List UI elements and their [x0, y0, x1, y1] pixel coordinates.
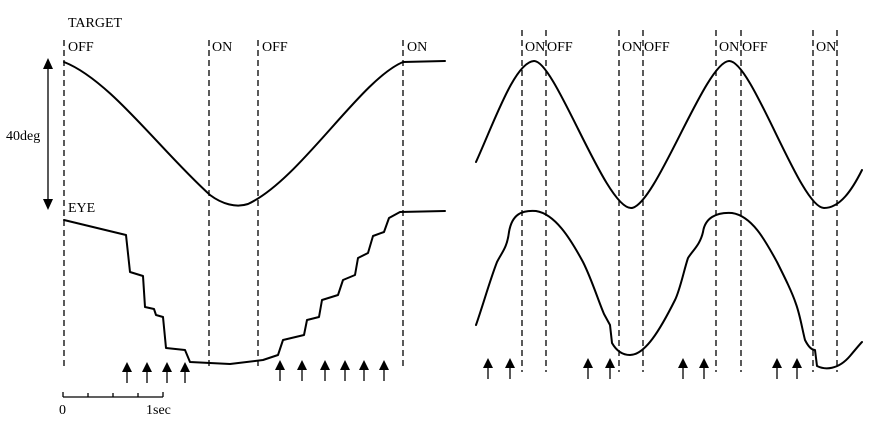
scale-zero-label: 0 — [59, 403, 66, 418]
amplitude-arrow — [43, 58, 53, 210]
right-phase-label-4: OFF — [644, 40, 670, 55]
time-scale-bar — [62, 392, 164, 398]
up-arrow-icon — [505, 358, 515, 379]
up-arrow-icon — [772, 358, 782, 379]
scale-end-label: 1sec — [146, 403, 171, 418]
right-eye-trace — [475, 209, 863, 370]
right-phase-label-2: OFF — [547, 40, 573, 55]
up-arrow-icon — [699, 358, 709, 379]
up-arrow-icon — [297, 360, 307, 381]
left-phase-label-3: OFF — [262, 40, 288, 55]
left-saccade-arrows — [122, 360, 389, 383]
up-arrow-icon — [359, 360, 369, 381]
right-saccade-arrows — [483, 358, 802, 379]
right-phase-label-1: ON — [525, 40, 545, 55]
right-panel: ON OFF ON OFF ON OFF ON — [475, 30, 863, 379]
up-arrow-icon — [678, 358, 688, 379]
right-phase-label-5: ON — [719, 40, 739, 55]
left-panel: TARGET OFF ON OFF ON 40deg EYE 0 1sec — [6, 16, 446, 418]
left-phase-label-4: ON — [407, 40, 427, 55]
eye-label: EYE — [68, 201, 95, 216]
amplitude-label: 40deg — [6, 129, 40, 144]
up-arrow-icon — [605, 358, 615, 379]
target-label: TARGET — [68, 16, 123, 31]
up-arrow-icon — [142, 362, 152, 383]
right-target-trace — [475, 59, 863, 209]
up-arrow-icon — [483, 358, 493, 379]
up-arrow-icon — [583, 358, 593, 379]
up-arrow-icon — [792, 358, 802, 379]
right-phase-label-7: ON — [816, 40, 836, 55]
up-arrow-icon — [320, 360, 330, 381]
left-phase-label-2: ON — [212, 40, 232, 55]
left-target-trace — [63, 60, 446, 207]
up-arrow-icon — [180, 362, 190, 383]
right-phase-label-3: ON — [622, 40, 642, 55]
up-arrow-icon — [275, 360, 285, 381]
left-eye-trace — [63, 210, 446, 365]
up-arrow-icon — [122, 362, 132, 383]
right-phase-label-6: OFF — [742, 40, 768, 55]
up-arrow-icon — [162, 362, 172, 383]
up-arrow-icon — [379, 360, 389, 381]
left-phase-label-1: OFF — [68, 40, 94, 55]
up-arrow-icon — [340, 360, 350, 381]
